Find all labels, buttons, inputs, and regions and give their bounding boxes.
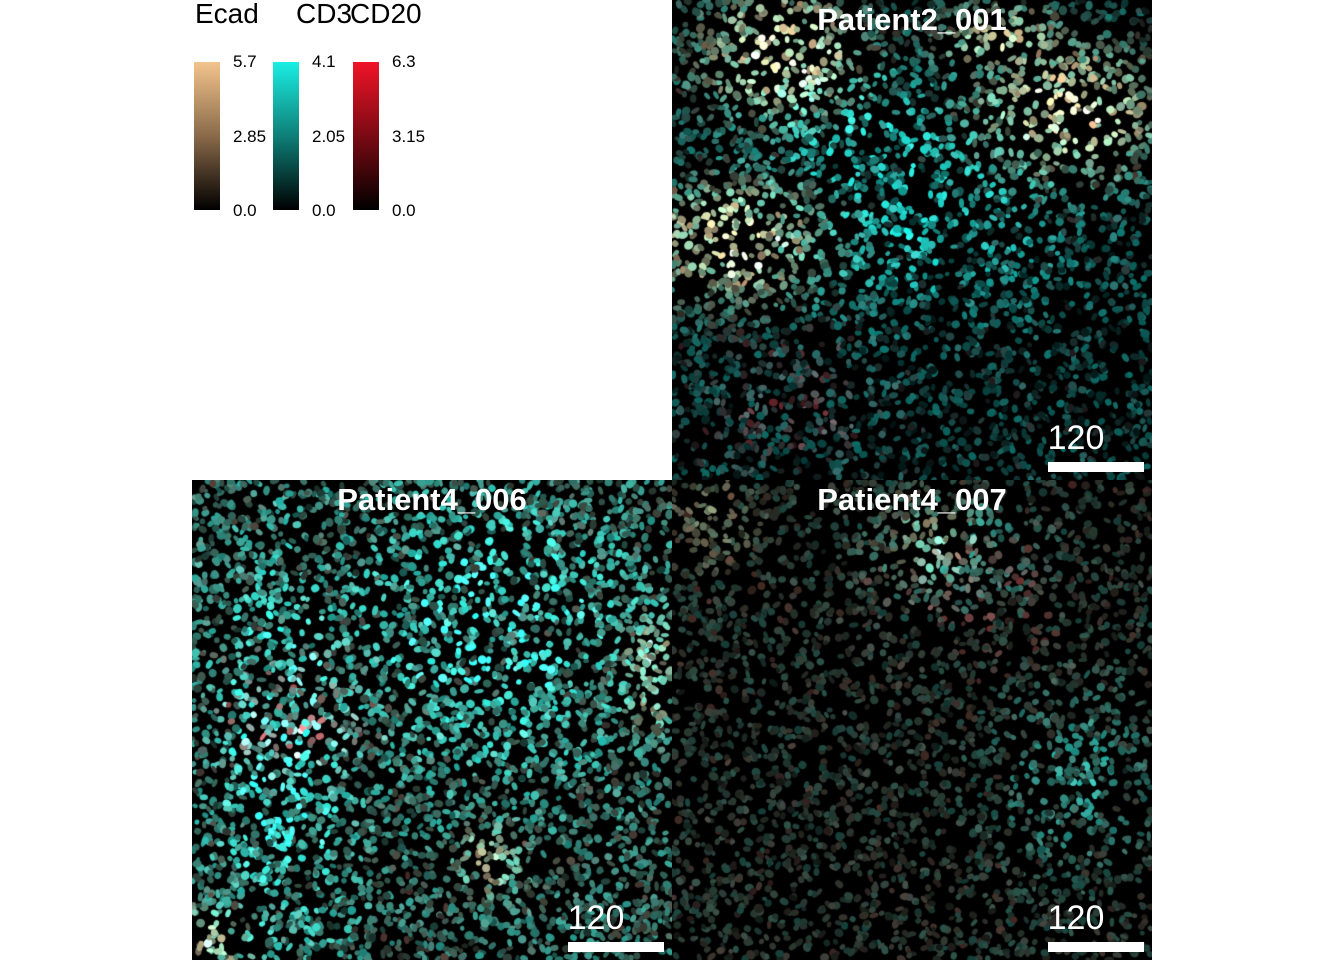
cell-image-patient2-001 xyxy=(672,0,1152,480)
colorbar-ecad-min: 0.0 xyxy=(233,201,257,220)
scale-bar xyxy=(1048,462,1144,472)
colorbar-cd20-mid: 3.15 xyxy=(392,127,426,146)
scale-bar xyxy=(1048,942,1144,952)
colorbar-cd3-mid: 2.05 xyxy=(312,127,346,146)
colorbar-cd20-min: 0.0 xyxy=(392,201,416,220)
image-panel-patient2-001: Patient2_001 120 xyxy=(672,0,1152,480)
legend-title-cd20: CD20 xyxy=(350,0,422,29)
image-panel-patient4-007: Patient4_007 120 xyxy=(672,480,1152,960)
scale-bar xyxy=(568,942,664,952)
colorbar-cd20-max: 6.3 xyxy=(392,52,416,71)
legend-title-cd3: CD3 xyxy=(296,0,353,29)
colorbar-ecad-mid: 2.85 xyxy=(233,127,267,146)
channel-legend: Ecad CD3 CD20 5.7 2.85 0.0 4.1 2.05 0.0 … xyxy=(192,0,672,480)
colorbar-cd20 xyxy=(353,62,379,210)
colorbar-cd3-max: 4.1 xyxy=(312,52,336,71)
colorbar-cd3-min: 0.0 xyxy=(312,201,336,220)
colorbar-cd3 xyxy=(273,62,299,210)
cell-image-patient4-007 xyxy=(672,480,1152,960)
scale-bar-label: 120 xyxy=(1047,899,1105,937)
panel-title: Patient4_007 xyxy=(817,482,1007,517)
colorbar-ecad-max: 5.7 xyxy=(233,52,257,71)
scale-bar-label: 120 xyxy=(1047,419,1105,457)
colorbar-ecad xyxy=(194,62,220,210)
legend-title-ecad: Ecad xyxy=(195,0,259,29)
image-panel-patient4-006: Patient4_006 120 xyxy=(192,480,672,960)
panel-title: Patient4_006 xyxy=(337,482,527,517)
cell-image-patient4-006 xyxy=(192,480,672,960)
scale-bar-label: 120 xyxy=(567,899,625,937)
panel-title: Patient2_001 xyxy=(817,2,1007,37)
